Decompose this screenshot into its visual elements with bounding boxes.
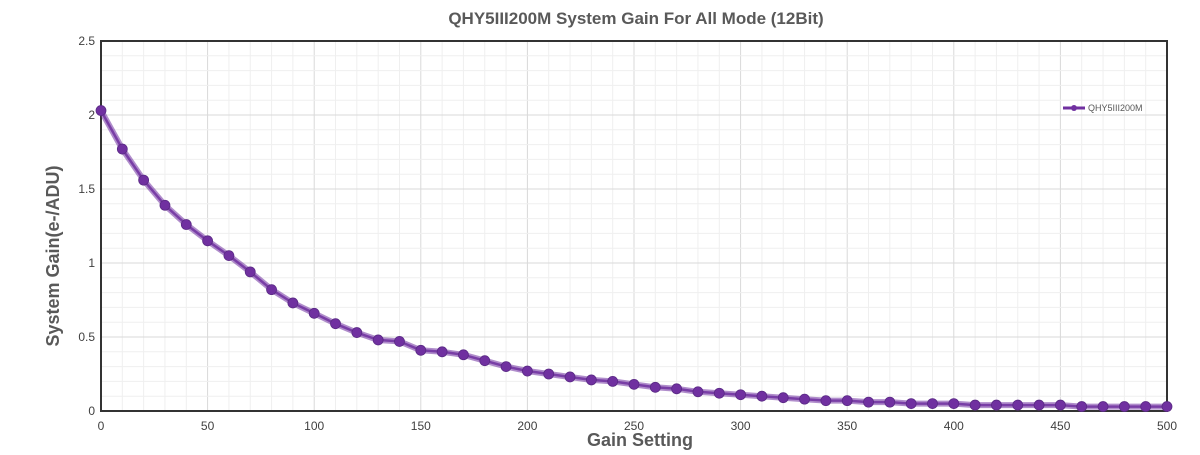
data-point [948, 398, 960, 410]
legend-swatch-marker [1071, 105, 1077, 111]
x-axis-title: Gain Setting [587, 430, 693, 450]
y-tick-label: 1.5 [78, 182, 95, 196]
data-point [266, 284, 277, 296]
data-point [223, 250, 235, 262]
data-point [138, 174, 150, 186]
axis-ticks: 0 50 100 150 200 250 300 350 400 450 500 0 0.5 1 1.5 2 2… [78, 34, 1177, 433]
grid [100, 40, 1168, 412]
data-point [671, 383, 683, 395]
x-tick-label: 150 [411, 419, 431, 433]
data-point [1055, 399, 1066, 411]
data-point [330, 318, 341, 330]
data-point [820, 395, 832, 407]
data-point [180, 219, 192, 230]
data-point [202, 235, 214, 247]
data-point [116, 143, 128, 155]
data-point [649, 381, 661, 393]
x-tick-label: 450 [1050, 419, 1070, 433]
plot-frame [100, 40, 1168, 412]
x-tick-label: 50 [201, 419, 215, 433]
data-point [287, 297, 299, 309]
x-tick-label: 250 [624, 419, 644, 433]
data-point [777, 392, 789, 404]
data-point [500, 361, 512, 373]
series-layer [95, 105, 1173, 412]
data-point [415, 344, 427, 356]
data-point [95, 105, 107, 116]
data-point [1033, 399, 1045, 411]
y-tick-label: 0 [88, 404, 95, 418]
data-point [884, 396, 896, 408]
x-tick-label: 300 [731, 419, 751, 433]
data-point [394, 336, 405, 347]
legend-label: QHY5III200M [1088, 103, 1143, 113]
data-point [479, 355, 491, 367]
data-point [1161, 401, 1173, 412]
data-point [1012, 399, 1024, 411]
data-point [841, 395, 853, 407]
x-tick-label: 100 [304, 419, 324, 433]
data-point [969, 399, 981, 411]
y-axis-title: System Gain(e-/ADU) [43, 165, 63, 346]
data-point [1097, 401, 1109, 412]
chart-title: QHY5III200M System Gain For All Mode (12… [448, 9, 823, 28]
x-tick-label: 0 [98, 419, 105, 433]
data-point [713, 387, 725, 399]
x-tick-label: 200 [517, 419, 537, 433]
data-point [308, 307, 320, 319]
data-point [735, 389, 746, 401]
data-point [607, 375, 619, 387]
x-tick-label: 350 [837, 419, 857, 433]
data-point [863, 396, 874, 408]
data-point [522, 365, 533, 377]
data-point [159, 199, 171, 211]
data-point [436, 346, 448, 358]
y-tick-label: 1 [88, 256, 95, 270]
data-point [1118, 401, 1130, 412]
data-point [458, 349, 469, 361]
data-point [1140, 401, 1152, 412]
data-point [905, 398, 917, 410]
y-tick-label: 0.5 [78, 330, 95, 344]
data-point [372, 334, 384, 346]
x-tick-label: 400 [944, 419, 964, 433]
data-point [351, 327, 363, 338]
data-point [1076, 401, 1088, 412]
x-tick-label: 500 [1157, 419, 1177, 433]
data-point [991, 399, 1002, 411]
legend: QHY5III200M [1063, 103, 1143, 113]
data-point [628, 378, 640, 390]
data-point [756, 390, 768, 402]
data-point [692, 386, 704, 398]
y-tick-label: 2 [88, 108, 95, 122]
data-point [543, 368, 555, 380]
data-point [564, 371, 576, 383]
y-tick-label: 2.5 [78, 34, 95, 48]
data-point [799, 393, 810, 405]
data-point [927, 398, 938, 410]
data-point [585, 374, 597, 386]
data-point [244, 266, 256, 278]
